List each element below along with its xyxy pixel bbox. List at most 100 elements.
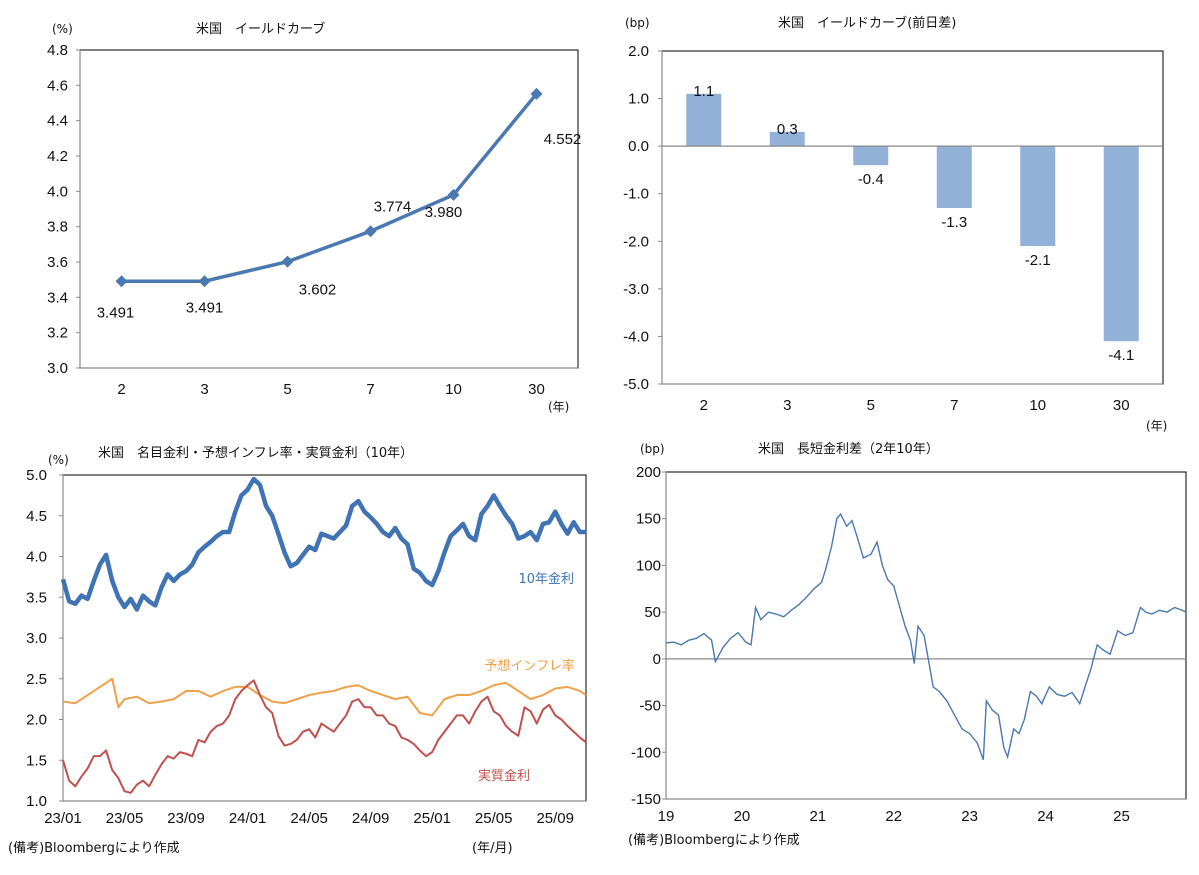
yield-change-title: 米国 イールドカーブ(前日差) [778, 15, 956, 31]
rates-y-tick-label: 2.5 [26, 671, 47, 688]
yield-change-y-tick-label: -5.0 [623, 376, 649, 393]
yield-change-data-label: 1.1 [693, 83, 714, 100]
term-spread-y-tick-label: 150 [636, 511, 661, 528]
yield-curve-y-tick-label: 3.8 [47, 219, 68, 236]
term-spread-x-tick-label: 22 [885, 808, 902, 825]
yield-curve-data-label: 3.980 [425, 204, 463, 221]
yield-curve-x-tick-label: 10 [445, 381, 462, 398]
term-spread-chart: (bp) 米国 長短金利差（2年10年） -150 -100 -50 0 50 100 15… [628, 441, 1187, 848]
yield-curve-y-tick-label: 3.0 [47, 360, 68, 377]
rates-x-tick-label: 23/01 [44, 810, 82, 827]
yield-curve-x-tick-label: 2 [117, 381, 125, 398]
rates-y-tick-label: 1.0 [26, 793, 47, 810]
yield-curve-x-tick-label: 30 [528, 381, 545, 398]
term-spread-y-tick-label: 100 [636, 557, 661, 574]
term-spread-y-tick-label: 0 [653, 651, 661, 668]
rates-series-line-breakeven [62, 677, 587, 717]
yield-curve-point-marker [447, 188, 460, 201]
rates-x-tick-label: 25/05 [475, 810, 513, 827]
yield-change-bar [853, 146, 889, 166]
rates-x-tick-label: 24/09 [352, 810, 390, 827]
yield-change-y-tick-label: -4.0 [623, 328, 649, 345]
rates-series-label: 10年金利 [518, 571, 574, 587]
rates-source-note: (備考)Bloombergにより作成 [8, 840, 180, 856]
yield-change-bar [936, 146, 972, 208]
yield-curve-title: 米国 イールドカーブ [196, 21, 325, 37]
yield-change-plot-area [661, 50, 1164, 385]
rates-y-unit: (%) [48, 453, 69, 467]
term-spread-y-tick-label: 200 [636, 464, 661, 481]
yield-curve-y-tick-label: 4.8 [47, 42, 68, 59]
rates-y-tick-label: 4.0 [26, 549, 47, 566]
term-spread-x-tick-label: 23 [961, 808, 978, 825]
rates-title: 米国 名目金利・予想インフレ率・実質金利（10年） [98, 445, 413, 461]
yield-change-y-tick-label: -1.0 [623, 186, 649, 203]
yield-change-chart: (bp) 米国 イールドカーブ(前日差) -5.0 -4.0 -3.0 -2.0 -1.… [623, 15, 1167, 433]
term-spread-series-line [665, 512, 1187, 760]
yield-curve-y-tick-label: 4.2 [47, 148, 68, 165]
rates-y-tick-label: 1.5 [26, 752, 47, 769]
yield-curve-y-unit: (%) [52, 22, 73, 36]
term-spread-source-note: (備考)Bloombergにより作成 [628, 832, 800, 848]
yield-change-x-tick-label: 30 [1113, 397, 1130, 414]
yield-curve-y-tick-label: 3.4 [47, 289, 68, 306]
rates-x-tick-label: 25/01 [413, 810, 451, 827]
rates-x-tick-label: 24/05 [290, 810, 328, 827]
term-spread-x-tick-label: 24 [1037, 808, 1054, 825]
yield-curve-chart: (%) 米国 イールドカーブ 3.0 3.2 3.4 3.6 3.8 4.0 4.2 4.4 4… [47, 21, 581, 414]
rates-x-unit: (年/月) [472, 841, 513, 856]
rates-plot-area [62, 474, 587, 802]
rates-x-tick-label: 25/09 [536, 810, 574, 827]
term-spread-title: 米国 長短金利差（2年10年） [758, 441, 939, 457]
rates-x-tick-label: 23/05 [106, 810, 144, 827]
yield-change-x-tick-label: 2 [700, 397, 708, 414]
yield-curve-y-tick-label: 3.6 [47, 254, 68, 271]
yield-change-data-label: 0.3 [777, 121, 798, 138]
yield-change-bar [686, 93, 722, 147]
yield-curve-data-label: 4.552 [544, 131, 582, 148]
yield-change-x-tick-label: 10 [1029, 397, 1046, 414]
yield-curve-y-tick-label: 4.4 [47, 113, 68, 130]
yield-change-x-tick-label: 5 [867, 397, 875, 414]
yield-change-x-unit: (年) [1146, 419, 1167, 433]
term-spread-plot-area [665, 471, 1187, 800]
yield-curve-data-label: 3.491 [186, 299, 224, 316]
yield-change-data-label: -1.3 [941, 214, 967, 231]
yield-curve-y-tick-label: 3.2 [47, 325, 68, 342]
rates-x-tick-label: 24/01 [229, 810, 267, 827]
yield-curve-x-tick-label: 5 [283, 381, 291, 398]
rates-y-tick-label: 3.5 [26, 589, 47, 606]
rates-series-label: 実質金利 [478, 768, 530, 784]
yield-curve-point-marker [281, 255, 294, 268]
yield-change-bar [769, 131, 805, 147]
yield-curve-y-tick-label: 4.6 [47, 77, 68, 94]
rates-series-line-real [62, 679, 587, 794]
term-spread-x-tick-label: 19 [658, 808, 675, 825]
yield-change-bar [1020, 146, 1056, 247]
rates-series-label: 予想インフレ率 [484, 658, 575, 674]
term-spread-x-tick-label: 20 [734, 808, 751, 825]
yield-curve-series-line [121, 92, 538, 284]
yield-change-y-unit: (bp) [625, 16, 650, 30]
yield-curve-y-tick-label: 4.0 [47, 183, 68, 200]
yield-change-y-tick-label: -3.0 [623, 281, 649, 298]
term-spread-x-tick-label: 25 [1113, 808, 1130, 825]
term-spread-y-tick-label: -150 [631, 791, 661, 808]
rates-x-tick-label: 23/09 [167, 810, 205, 827]
yield-change-data-label: -2.1 [1025, 252, 1051, 269]
term-spread-y-unit: (bp) [640, 442, 665, 456]
yield-change-x-tick-label: 3 [783, 397, 791, 414]
yield-curve-point-marker [364, 225, 377, 238]
term-spread-x-tick-label: 21 [809, 808, 826, 825]
yield-curve-x-tick-label: 3 [200, 381, 208, 398]
yield-curve-plot-area [79, 49, 579, 369]
yield-curve-x-unit: (年) [548, 400, 569, 414]
rates-y-tick-label: 5.0 [26, 467, 47, 484]
yield-change-data-label: -4.1 [1108, 347, 1134, 364]
yield-change-y-tick-label: -2.0 [623, 233, 649, 250]
term-spread-y-tick-label: -100 [631, 744, 661, 761]
yield-curve-data-label: 3.602 [299, 282, 337, 299]
rates-y-tick-label: 4.5 [26, 508, 47, 525]
yield-curve-data-label: 3.491 [97, 304, 135, 321]
